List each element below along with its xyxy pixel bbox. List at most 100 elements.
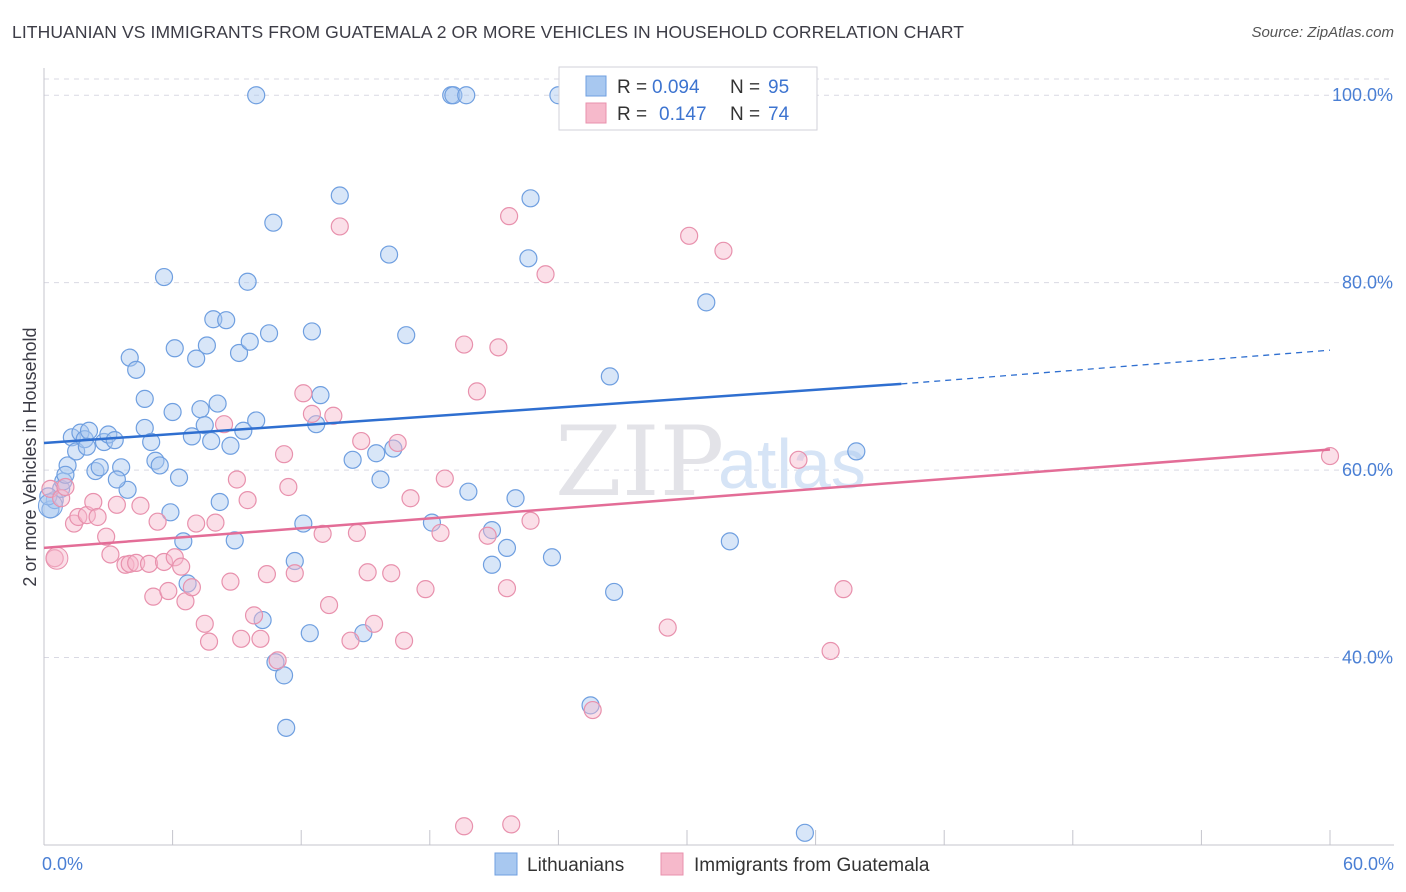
legend-n-label-2: N = — [730, 104, 760, 125]
legend-r-value-2: 0.147 — [659, 104, 707, 125]
guatemala-point — [127, 553, 146, 573]
guatemala-point — [214, 415, 234, 434]
guatemala-point — [182, 578, 201, 597]
lithuanians-point — [847, 442, 866, 461]
lithuanians-point — [79, 421, 99, 440]
legend-r-label-1: R = — [617, 77, 647, 98]
lithuanians-point — [367, 444, 386, 463]
guatemala-point — [195, 614, 214, 633]
legend-r-label-2: R = — [617, 104, 647, 125]
guatemala-point — [187, 514, 206, 533]
lithuanians-point — [105, 431, 124, 450]
lithuanians-point — [259, 324, 279, 343]
lithuanians-point — [225, 531, 244, 550]
lithuanians-point — [204, 310, 223, 329]
lithuanians-point — [187, 349, 206, 368]
series-legend-swatch-lithuanians — [494, 852, 518, 876]
guatemala-point — [435, 469, 454, 488]
guatemala-point — [489, 338, 508, 357]
lithuanians-point — [581, 696, 600, 715]
guatemala-point — [521, 511, 540, 530]
lithuanians-point — [210, 492, 229, 512]
guatemala-point — [221, 572, 240, 591]
lithuanians-point — [457, 86, 476, 105]
guatemala-point — [165, 548, 184, 567]
guatemala-point — [454, 817, 474, 836]
guatemala-point — [199, 632, 219, 651]
guatemala-point — [232, 629, 251, 648]
lithuanians-point — [229, 343, 249, 363]
lithuanians-point — [142, 432, 161, 452]
lithuanians-point — [697, 293, 716, 312]
chart-title: LITHUANIAN VS IMMIGRANTS FROM GUATEMALA … — [12, 22, 965, 42]
series-legend-swatch-guatemala — [660, 852, 684, 876]
legend-swatch-pink — [585, 102, 607, 124]
guatemala-point — [107, 495, 126, 514]
lithuanians-point — [238, 272, 257, 291]
lithuanians-point — [165, 339, 184, 358]
lithuanians-point — [795, 823, 814, 842]
guatemala-point — [251, 629, 270, 648]
y-tick-label: 40.0% — [1342, 648, 1393, 668]
lithuanians-point — [208, 394, 227, 413]
series-legend: Lithuanians Immigrants from Guatemala — [494, 852, 930, 876]
guatemala-point — [1320, 446, 1340, 466]
guatemala-point — [227, 470, 246, 489]
lithuanians-point — [197, 336, 216, 355]
lithuanians-point — [605, 582, 624, 602]
guatemala-point-large — [45, 546, 69, 570]
y-tick-label: 60.0% — [1342, 460, 1393, 480]
lithuanians-point-large — [37, 493, 63, 519]
lithuanians-point — [195, 416, 214, 435]
legend-n-value-1: 95 — [768, 77, 789, 98]
guatemala-point — [714, 241, 733, 260]
lithuanians-point — [506, 489, 525, 508]
series-legend-label-guatemala: Immigrants from Guatemala — [694, 855, 930, 876]
lithuanians-point — [521, 189, 540, 208]
lithuanians-point — [217, 311, 236, 330]
legend-n-label-1: N = — [730, 77, 760, 98]
lithuanians-point — [444, 86, 463, 105]
lithuanians-point — [371, 470, 390, 489]
lithuanians-point — [274, 666, 294, 685]
x-tick-label-max: 60.0% — [1343, 854, 1394, 874]
guatemala-point — [680, 226, 699, 245]
lithuanians-point — [264, 213, 283, 232]
lithuanians-point — [277, 718, 296, 737]
lithuanians-point — [202, 431, 221, 451]
guatemala-point — [302, 404, 322, 423]
legend-n-value-2: 74 — [768, 104, 790, 125]
guatemala-point — [382, 564, 401, 583]
lithuanians-point — [300, 624, 319, 643]
lithuanians-trend-extension — [901, 349, 1331, 385]
guatemala-point — [789, 450, 808, 469]
lithuanians-point — [163, 402, 182, 422]
guatemala-point — [658, 618, 677, 637]
trend-lines — [43, 349, 1331, 550]
stats-legend: R = 0.094 N = 95 R = 0.147 N = 74 — [558, 66, 818, 131]
y-tick-labels: 40.0% 60.0% 80.0% 100.0% — [1332, 85, 1393, 667]
guatemala-point — [394, 631, 414, 650]
guatemala-point — [159, 581, 178, 601]
lithuanians-point — [311, 386, 330, 405]
guatemala-point — [536, 265, 555, 284]
guatemala-point — [500, 207, 519, 226]
guatemala-points — [41, 207, 1340, 836]
guatemala-trend-line — [43, 448, 1331, 550]
lithuanians-point — [161, 503, 180, 522]
guatemala-point — [347, 523, 367, 543]
source-credit: Source: ZipAtlas.com — [1251, 24, 1394, 41]
guatemala-point — [257, 565, 277, 584]
guatemala-point — [431, 523, 450, 543]
guatemala-point — [358, 563, 377, 582]
guatemala-point — [154, 552, 174, 572]
guatemala-point — [274, 445, 294, 464]
guatemala-point — [244, 606, 264, 625]
guatemala-point — [497, 579, 517, 598]
lithuanians-point — [240, 332, 259, 351]
y-tick-label: 100.0% — [1332, 85, 1393, 105]
guatemala-point — [148, 512, 167, 531]
guatemala-point — [330, 217, 349, 236]
lithuanians-point — [174, 532, 193, 551]
